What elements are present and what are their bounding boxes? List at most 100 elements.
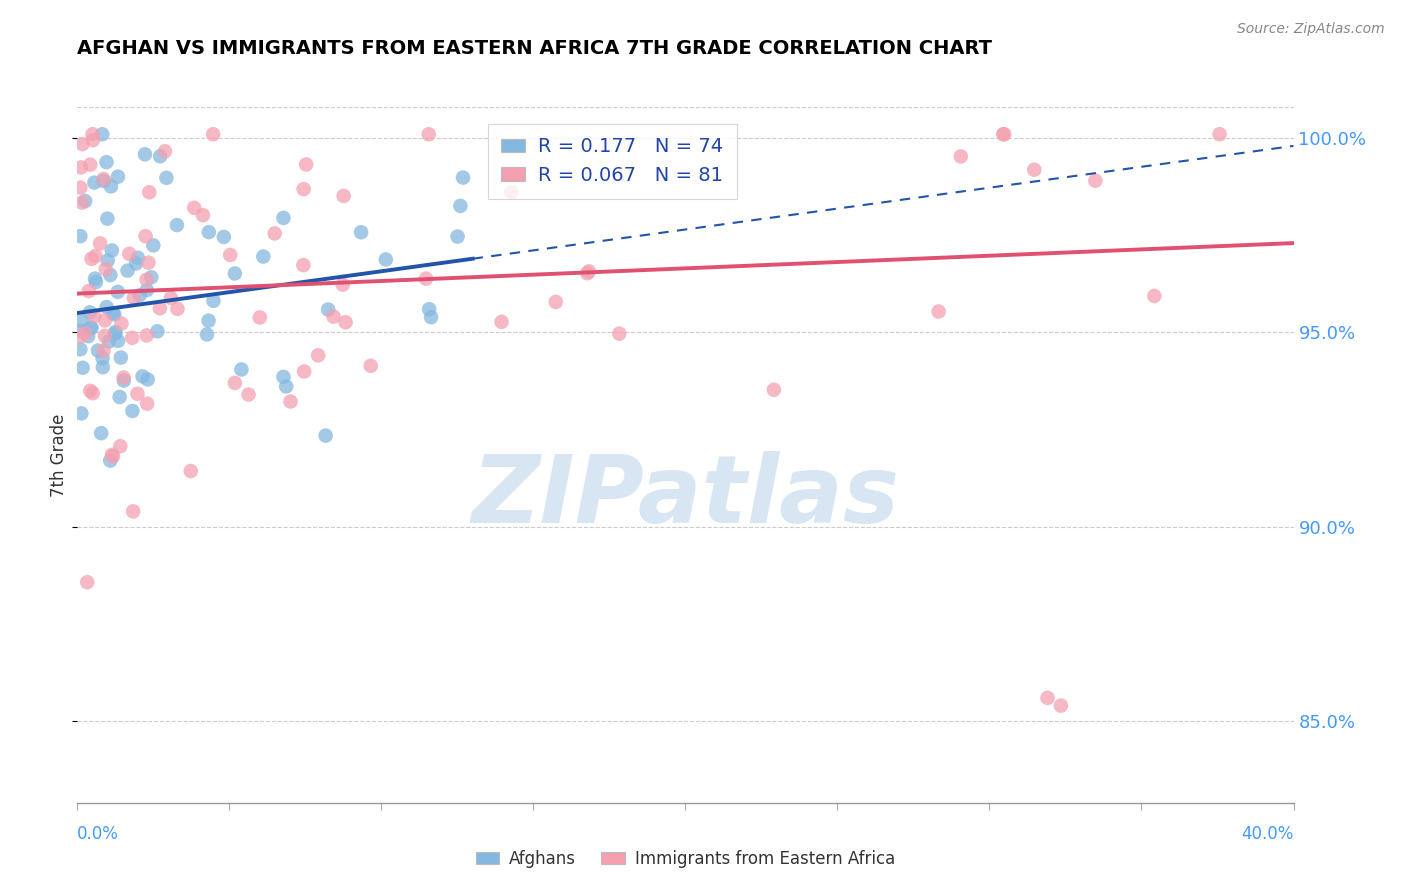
Point [280,394,302,409]
Point [121,404,143,418]
Point [191,208,214,222]
Point [142,238,165,252]
Point [322,310,344,324]
Point [273,370,295,384]
Point [110,317,132,331]
Point [70,406,93,420]
Point [135,283,157,297]
Point [212,230,235,244]
Point [72,137,94,152]
Point [103,308,125,322]
Point [1036,690,1059,705]
Point [295,157,318,171]
Point [263,227,285,241]
Point [98,268,121,282]
Point [69,343,91,357]
Point [1084,174,1107,188]
Point [84,271,107,285]
Point [91,128,114,142]
Text: ZIPatlas: ZIPatlas [471,450,900,542]
Point [104,326,127,341]
Point [107,334,129,348]
Point [94,262,117,277]
Point [316,302,339,317]
Point [198,225,221,239]
Point [84,249,107,263]
Point [91,351,114,366]
Point [97,334,120,349]
Point [127,251,149,265]
Point [82,386,104,401]
Point [928,304,950,318]
Point [100,179,122,194]
Point [183,201,205,215]
Y-axis label: 7th Grade: 7th Grade [51,413,69,497]
Point [127,386,149,401]
Point [135,328,157,343]
Legend: Afghans, Immigrants from Eastern Africa: Afghans, Immigrants from Eastern Africa [470,843,901,874]
Point [136,372,159,386]
Point [1208,128,1230,142]
Point [224,376,246,390]
Point [374,252,396,267]
Point [544,294,567,309]
Point [219,248,242,262]
Point [166,218,188,232]
Point [118,247,141,261]
Point [96,211,118,226]
Point [153,145,176,159]
Point [224,267,246,281]
Point [449,199,471,213]
Point [110,351,132,365]
Point [607,326,630,341]
Point [146,324,169,338]
Point [122,291,145,305]
Point [75,326,97,341]
Point [197,313,219,327]
Point [202,293,225,308]
Point [949,149,972,163]
Point [93,174,115,188]
Point [202,128,225,142]
Point [993,128,1015,142]
Point [149,301,172,316]
Point [166,301,188,316]
Point [101,306,124,320]
Point [70,314,93,328]
Point [82,133,104,147]
Text: 0.0%: 0.0% [77,825,120,843]
Point [141,270,163,285]
Point [122,504,145,518]
Point [125,256,148,270]
Point [415,271,437,285]
Point [101,244,124,258]
Point [94,313,117,327]
Point [79,384,101,398]
Point [292,182,315,196]
Point [112,374,135,388]
Point [273,211,295,225]
Point [107,169,129,184]
Point [96,155,118,169]
Point [69,329,91,343]
Point [97,253,120,268]
Point [101,450,124,464]
Point [238,387,260,401]
Point [138,186,160,200]
Point [350,225,373,239]
Point [79,158,101,172]
Point [195,327,218,342]
Point [249,310,271,325]
Point [762,383,785,397]
Point [87,343,110,358]
Point [112,370,135,384]
Point [94,329,117,343]
Point [993,128,1015,142]
Point [418,128,440,142]
Point [80,321,103,335]
Point [155,170,177,185]
Point [418,302,440,317]
Point [76,575,98,590]
Point [77,284,100,298]
Point [276,379,298,393]
